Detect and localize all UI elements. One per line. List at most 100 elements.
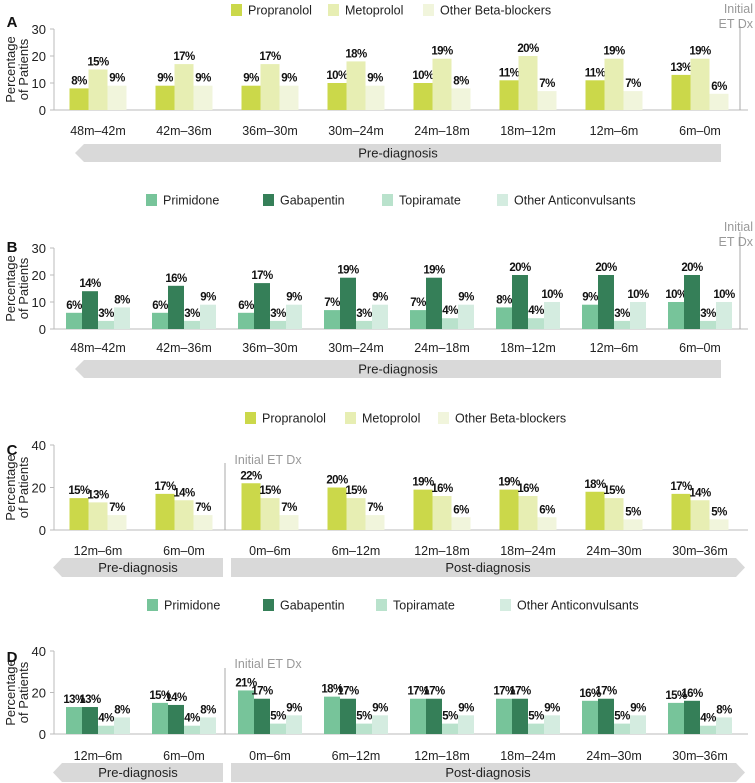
data-label: 11% <box>499 67 520 79</box>
bar <box>327 83 347 110</box>
data-label: 11% <box>585 67 606 79</box>
data-label: 4% <box>98 713 114 725</box>
bar-group: 20%15%7% <box>326 475 385 530</box>
bar <box>372 715 388 734</box>
data-label: 3% <box>98 308 114 320</box>
data-label: 10% <box>412 70 434 82</box>
bar <box>286 715 302 734</box>
panel-a: Propranolol Metoprolol Other Beta-blockers… <box>3 2 754 162</box>
legend-swatch <box>328 4 339 16</box>
bar-group: 6% 17% 3%9% <box>238 270 303 329</box>
bar <box>512 698 528 734</box>
bar <box>413 489 433 530</box>
bar-group: 15%14% 4%8% <box>149 690 217 734</box>
data-label: 6% <box>453 504 469 516</box>
period-arrow <box>231 763 745 782</box>
data-label: 4% <box>184 713 200 725</box>
legend: Propranolol Metoprolol Other Beta-blockers <box>231 4 551 18</box>
bar <box>598 698 614 734</box>
bar <box>168 285 184 329</box>
data-label: 7% <box>367 502 383 514</box>
bar-group: 18%15%5% <box>584 479 643 530</box>
legend: Primidone Gabapentin Topiramate Other Antic… <box>146 194 636 208</box>
x-tick-label: 6m–12m <box>332 544 381 558</box>
legend-item: Topiramate <box>382 194 461 208</box>
y-tick-label: 40 <box>32 438 46 453</box>
data-label: 5% <box>356 711 372 723</box>
period-label: Pre-diagnosis <box>358 362 438 377</box>
y-axis-title-line: of Patients <box>16 661 31 723</box>
panel-label: B <box>7 239 18 256</box>
bar-group: 10% 20% 3% 10% <box>665 262 736 329</box>
y-tick-label: 0 <box>39 322 46 337</box>
period-arrow <box>53 763 223 782</box>
legend-label: Other Anticonvulsants <box>517 599 639 613</box>
y-axis-title-line: Percentage <box>3 255 18 322</box>
bar <box>604 58 624 110</box>
y-tick-label: 30 <box>32 241 46 256</box>
data-label: 18% <box>345 48 367 60</box>
x-tick-label: 24m–30m <box>586 544 642 558</box>
data-label: 7% <box>539 78 555 90</box>
bar-group: 7% 19% 3%9% <box>324 265 389 329</box>
data-label: 19% <box>412 477 434 489</box>
data-label: 10% <box>541 289 563 301</box>
data-label: 17% <box>251 270 273 282</box>
legend-item: Other Beta-blockers <box>438 412 566 426</box>
y-tick-label: 20 <box>32 481 46 496</box>
bar <box>174 64 194 110</box>
y-tick-label: 40 <box>32 644 46 659</box>
period-arrow <box>75 144 721 162</box>
legend-swatch <box>423 4 434 16</box>
data-label: 14% <box>173 487 195 499</box>
panel-label: C <box>7 442 18 459</box>
data-label: 10% <box>627 289 649 301</box>
bar <box>98 725 114 734</box>
data-label: 19% <box>689 46 711 58</box>
bar <box>451 517 471 530</box>
x-tick-label: 48m–42m <box>70 341 126 355</box>
bar-group: 19%16%6% <box>498 477 557 530</box>
legend: Propranolol Metoprolol Other Beta-blockers <box>245 412 566 426</box>
legend-label: Other Beta-blockers <box>455 412 566 426</box>
bar <box>623 91 643 110</box>
legend-item: Gabapentin <box>263 194 345 208</box>
bar <box>499 489 519 530</box>
legend-label: Gabapentin <box>280 194 345 208</box>
bar <box>107 515 127 530</box>
bar-group: 19%16%6% <box>412 477 471 530</box>
data-label: 17% <box>423 686 445 698</box>
bar-group: 8% 20% 4% 10% <box>496 262 564 329</box>
bar <box>69 88 89 110</box>
legend-item: Primidone <box>147 599 220 613</box>
bar <box>518 56 538 110</box>
bar <box>270 320 286 329</box>
bar <box>69 498 89 530</box>
y-tick-label: 20 <box>32 686 46 701</box>
data-label: 10% <box>665 289 687 301</box>
bar <box>668 702 684 734</box>
data-label: 8% <box>114 294 130 306</box>
data-label: 9% <box>109 73 125 85</box>
data-label: 9% <box>157 73 173 85</box>
bar <box>700 320 716 329</box>
data-label: 5% <box>711 506 727 518</box>
bar <box>671 74 691 110</box>
data-label: 19% <box>431 46 453 58</box>
bar <box>340 277 356 329</box>
legend-swatch <box>438 412 449 424</box>
x-tick-label: 6m–0m <box>679 341 721 355</box>
bar <box>684 700 700 734</box>
legend-label: Other Beta-blockers <box>440 4 551 18</box>
bar <box>82 291 98 329</box>
initial-diagnosis-label: ET Dx <box>719 235 754 249</box>
data-label: 17% <box>595 686 617 698</box>
data-label: 17% <box>407 686 429 698</box>
x-tick-label: 12m–6m <box>74 544 123 558</box>
bar <box>598 275 614 329</box>
data-label: 17% <box>259 51 281 63</box>
x-tick-label: 0m–6m <box>249 749 291 763</box>
legend-item: Other Beta-blockers <box>423 4 551 18</box>
